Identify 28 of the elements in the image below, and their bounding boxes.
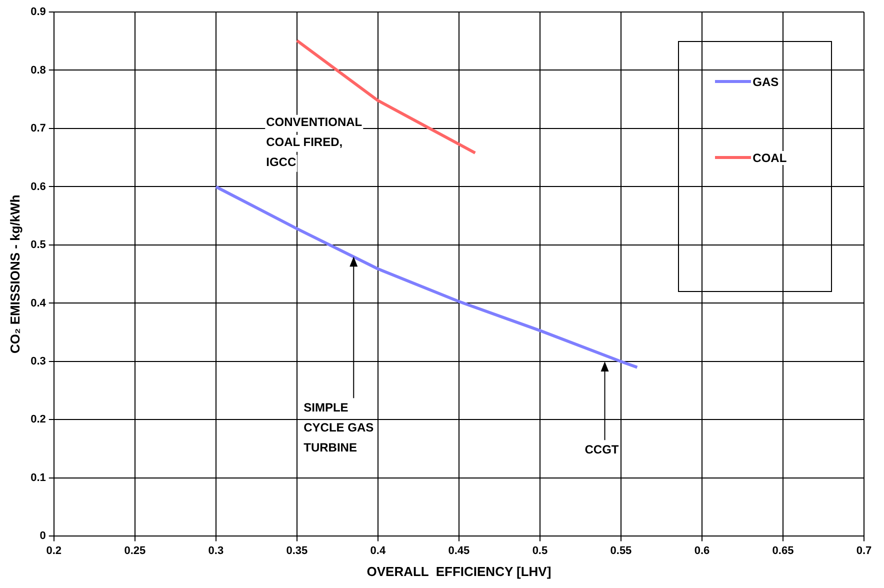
x-tick-label: 0.65: [772, 544, 794, 557]
x-tick-label: 0.6: [694, 544, 710, 557]
legend-label: COAL: [752, 150, 787, 165]
y-tick-label: 0.4: [30, 297, 47, 310]
x-tick-label: 0.3: [208, 544, 224, 557]
x-tick-label: 0.5: [532, 544, 548, 557]
legend-label: GAS: [752, 74, 779, 89]
y-tick-label: 0.8: [30, 64, 46, 76]
y-axis-title: CO₂ EMISSIONS - kg/kWh: [7, 194, 22, 354]
y-tick-label: 0.7: [30, 122, 46, 135]
annotation: CCGT: [584, 442, 620, 456]
x-tick-label: 0.2: [46, 544, 62, 557]
x-tick-label: 0.55: [610, 544, 632, 557]
x-tick-label: 0.45: [448, 544, 470, 557]
y-tick-label: 0.2: [30, 414, 46, 426]
x-tick-label: 0.7: [856, 544, 872, 557]
y-tick-label: 0.5: [30, 239, 46, 252]
y-tick-label: 0.9: [30, 6, 46, 18]
annotation: SIMPLE CYCLE GAS TURBINE: [304, 400, 374, 454]
x-tick-label: 0.35: [286, 544, 308, 557]
y-tick-label: 0: [40, 530, 46, 542]
x-axis-title: OVERALL EFFICIENCY [LHV]: [366, 564, 552, 579]
y-tick-label: 0.3: [30, 356, 46, 368]
x-tick-label: 0.25: [124, 544, 146, 557]
annotation: CONVENTIONAL COAL FIRED, IGCC: [266, 115, 362, 170]
y-tick-label: 0.6: [30, 180, 46, 193]
x-tick-label: 0.4: [370, 544, 386, 557]
y-tick-label: 0.1: [30, 472, 46, 484]
